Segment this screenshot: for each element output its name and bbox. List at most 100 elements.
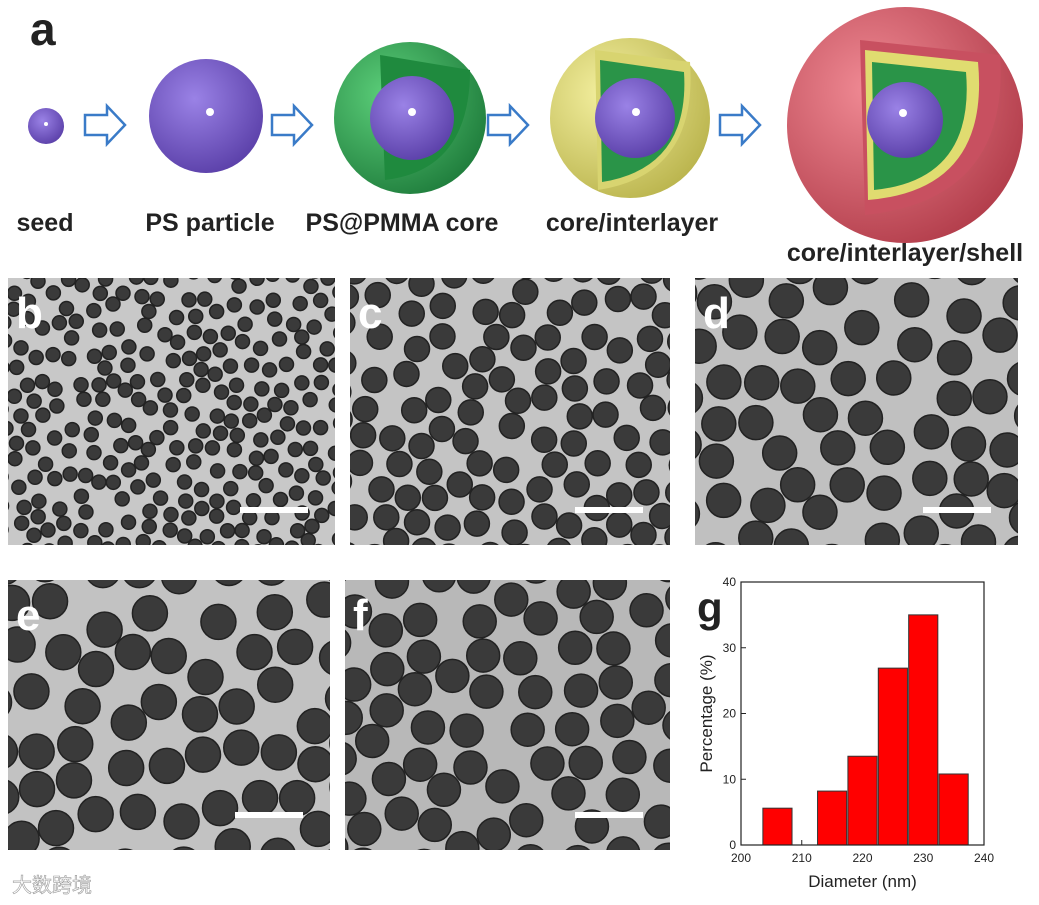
particle <box>34 320 51 336</box>
watermark: 大数跨境 <box>12 874 92 897</box>
particle <box>44 543 55 545</box>
particle <box>165 456 181 473</box>
particle <box>519 543 531 545</box>
particle <box>8 690 13 715</box>
particle <box>324 685 330 712</box>
particle <box>34 373 51 390</box>
particle <box>328 357 335 373</box>
particle <box>626 372 654 399</box>
particle <box>1006 362 1018 396</box>
particle <box>13 673 50 710</box>
particle <box>957 278 987 286</box>
particle <box>8 285 23 302</box>
particle <box>86 348 103 365</box>
particle <box>260 734 298 771</box>
particle <box>8 580 17 585</box>
particle <box>972 378 1008 415</box>
particle <box>345 837 349 850</box>
particle <box>394 484 422 511</box>
particle <box>314 543 323 545</box>
particle <box>131 595 169 632</box>
particle <box>695 278 707 280</box>
particle <box>30 278 46 289</box>
particle <box>73 488 90 505</box>
particle <box>212 425 229 442</box>
particle <box>299 810 330 848</box>
particle <box>27 469 43 486</box>
particle <box>226 441 243 458</box>
particle <box>665 586 670 611</box>
particle <box>592 580 628 601</box>
particle <box>695 383 704 413</box>
particle <box>412 537 436 545</box>
particle <box>258 580 285 586</box>
tem-image <box>350 278 670 545</box>
particle <box>95 391 111 408</box>
particle <box>202 328 219 345</box>
particle <box>666 333 670 351</box>
tem-image <box>8 278 335 545</box>
particle <box>105 474 122 491</box>
particle <box>209 463 226 479</box>
particle <box>560 347 587 375</box>
scale-bar <box>235 812 303 818</box>
particle <box>332 417 335 429</box>
particle <box>149 429 165 446</box>
particle <box>385 278 408 285</box>
particle <box>163 506 179 523</box>
particle <box>86 611 123 648</box>
particle <box>518 674 553 710</box>
plot-frame <box>740 581 985 846</box>
particle <box>1002 285 1018 321</box>
particle <box>452 427 479 455</box>
particle <box>1013 278 1018 283</box>
particle <box>332 286 335 299</box>
particle <box>199 529 216 545</box>
particle <box>421 484 449 512</box>
particle <box>350 411 353 428</box>
tem-image <box>695 278 1018 545</box>
particle <box>606 337 634 364</box>
particle <box>332 383 335 396</box>
particle <box>546 299 574 327</box>
particle <box>248 450 265 467</box>
particle <box>141 303 157 320</box>
particle <box>141 518 158 535</box>
particle <box>472 278 495 285</box>
particle <box>228 377 245 394</box>
particle <box>113 437 129 454</box>
particle <box>393 360 420 388</box>
particle <box>8 820 40 850</box>
particle <box>181 510 197 526</box>
particle <box>654 623 670 658</box>
particle <box>361 366 388 394</box>
particle <box>120 514 137 531</box>
particle <box>45 633 82 671</box>
tem-image <box>8 580 330 850</box>
particle <box>225 499 242 516</box>
particle <box>97 360 113 376</box>
particle <box>87 534 103 545</box>
particle <box>285 316 302 333</box>
particle <box>354 847 372 850</box>
x-tick-label: 210 <box>792 851 812 865</box>
particle <box>613 424 640 452</box>
particle <box>571 289 598 316</box>
particle <box>13 340 29 356</box>
particle <box>181 696 219 733</box>
particle <box>8 316 12 330</box>
particle <box>551 776 586 811</box>
particle <box>654 842 670 850</box>
particle <box>531 503 558 530</box>
particle <box>187 538 203 545</box>
particle <box>664 526 670 545</box>
particle <box>49 398 65 414</box>
particle <box>520 278 533 280</box>
particle <box>161 580 197 595</box>
particle <box>307 490 324 506</box>
stage-label: PS particle <box>145 209 274 237</box>
particle <box>63 330 80 346</box>
particle <box>176 528 193 544</box>
particle <box>820 430 856 466</box>
particle <box>124 580 155 589</box>
